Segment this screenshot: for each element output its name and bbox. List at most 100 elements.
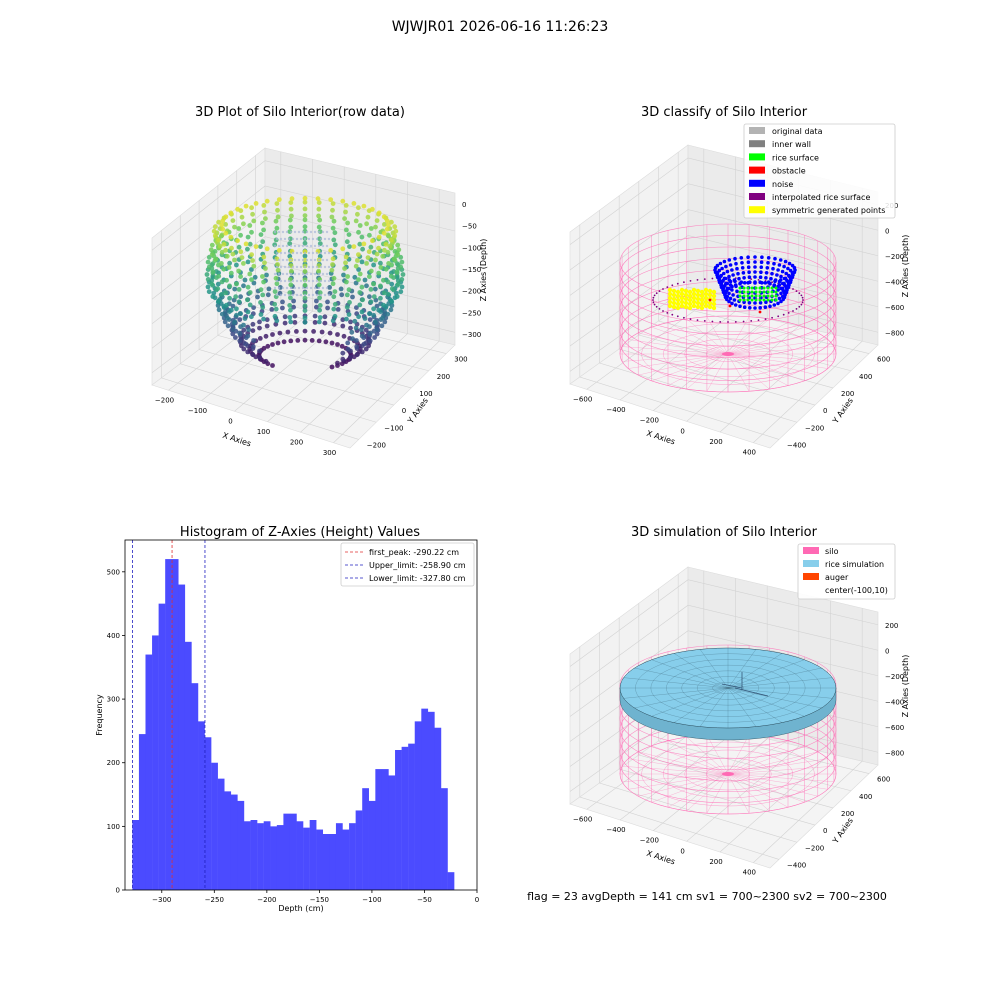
cloud-point <box>270 332 275 337</box>
y-tick-label: 200 <box>841 810 854 818</box>
symmetric-point <box>711 297 717 303</box>
x-tick-label: 400 <box>743 869 756 877</box>
noise-point <box>727 258 732 262</box>
cloud-point <box>323 339 329 345</box>
z-tick-label: −600 <box>885 304 904 312</box>
histogram-y-axis-label: Frequency <box>95 694 104 736</box>
cloud-point <box>312 313 318 319</box>
noise-point <box>771 266 775 271</box>
inner-point <box>303 265 307 269</box>
inner-point <box>327 293 331 297</box>
inner-point <box>295 279 299 283</box>
inner-point <box>311 251 315 255</box>
rice-surface-point <box>738 286 742 290</box>
noise-point <box>728 263 733 267</box>
cloud-point <box>392 249 398 254</box>
inner-point <box>317 286 321 290</box>
rice-surface-point <box>742 290 746 294</box>
inner-point <box>311 279 315 283</box>
cloud-point <box>357 241 363 247</box>
noise-point <box>753 265 757 269</box>
symmetric-point <box>711 305 717 311</box>
histogram-bar <box>388 775 396 890</box>
cloud-point <box>261 279 266 285</box>
noise-point <box>747 270 751 275</box>
inner-point <box>283 265 287 269</box>
cloud-point <box>250 344 256 350</box>
inner-point <box>311 293 315 297</box>
cloud-point <box>235 238 241 244</box>
cloud-point <box>389 237 394 243</box>
cloud-point <box>302 240 308 246</box>
cloud-point <box>234 262 239 268</box>
inner-point <box>321 244 325 248</box>
cloud-point <box>257 336 263 341</box>
silo-spoke <box>622 773 729 783</box>
symmetric-point <box>695 304 701 310</box>
rice-mesh-spoke <box>634 687 729 709</box>
noise-point <box>728 279 733 284</box>
cloud-point <box>257 354 262 360</box>
cloud-point <box>212 249 218 254</box>
cloud-point <box>380 253 386 259</box>
cloud-point <box>247 223 253 228</box>
cloud-point <box>352 318 358 324</box>
silo-spoke <box>686 353 729 390</box>
auger-line <box>721 683 743 689</box>
inner-point <box>299 293 303 297</box>
symmetric-point <box>687 305 693 311</box>
interp-point <box>652 296 655 299</box>
cloud-point <box>250 211 256 217</box>
interp-point <box>653 303 656 306</box>
cloud-point <box>210 294 216 299</box>
cloud-point <box>395 252 401 257</box>
cloud-point <box>340 356 346 362</box>
cloud-point <box>236 244 242 250</box>
silo-spoke <box>706 773 729 814</box>
interp-point <box>671 313 674 316</box>
silo-spoke <box>667 322 729 355</box>
cloud-point <box>280 305 285 311</box>
noise-point <box>717 268 722 273</box>
x-tick-label: −300 <box>152 896 171 904</box>
cloud-point <box>382 222 387 227</box>
interp-point <box>711 277 714 280</box>
inner-point <box>287 265 291 269</box>
rice-surface-point <box>742 298 746 302</box>
noise-point <box>723 276 728 281</box>
inner-point <box>291 251 295 255</box>
silo-floor-ring <box>619 315 837 393</box>
gridline <box>753 188 863 443</box>
rice-mesh-spoke <box>727 687 783 723</box>
rice-surface-point <box>766 290 770 294</box>
rice-mesh-spoke <box>623 677 729 689</box>
noise-point <box>732 298 737 302</box>
cloud-point <box>372 319 378 325</box>
cloud-point <box>302 303 308 309</box>
cloud-point <box>357 290 363 295</box>
cloud-point <box>239 214 245 220</box>
gridline <box>686 172 800 422</box>
rice-surface-point <box>766 294 770 298</box>
noise-point <box>787 261 792 266</box>
histogram-bar <box>355 810 363 890</box>
cloud-point <box>302 213 308 219</box>
cloud-point <box>327 330 333 336</box>
noise-point <box>718 261 723 266</box>
legend-label: Lower_limit: -327.80 cm <box>369 574 466 583</box>
cloud-point <box>343 254 349 260</box>
rice-mesh-spoke <box>699 687 729 727</box>
cloud-point <box>275 262 280 267</box>
cloud-point <box>368 287 374 292</box>
cloud-point <box>264 323 270 329</box>
rice-surface-point <box>746 294 750 298</box>
noise-point <box>782 264 786 269</box>
x-tick-label: 100 <box>257 428 270 436</box>
y-tick-label: 300 <box>454 356 467 364</box>
noise-point <box>738 281 742 286</box>
cloud-point <box>272 313 278 319</box>
silo-spoke <box>727 773 818 797</box>
cloud-point <box>274 318 280 324</box>
cloud-point <box>302 195 308 201</box>
rice-mesh-spoke <box>727 659 805 689</box>
